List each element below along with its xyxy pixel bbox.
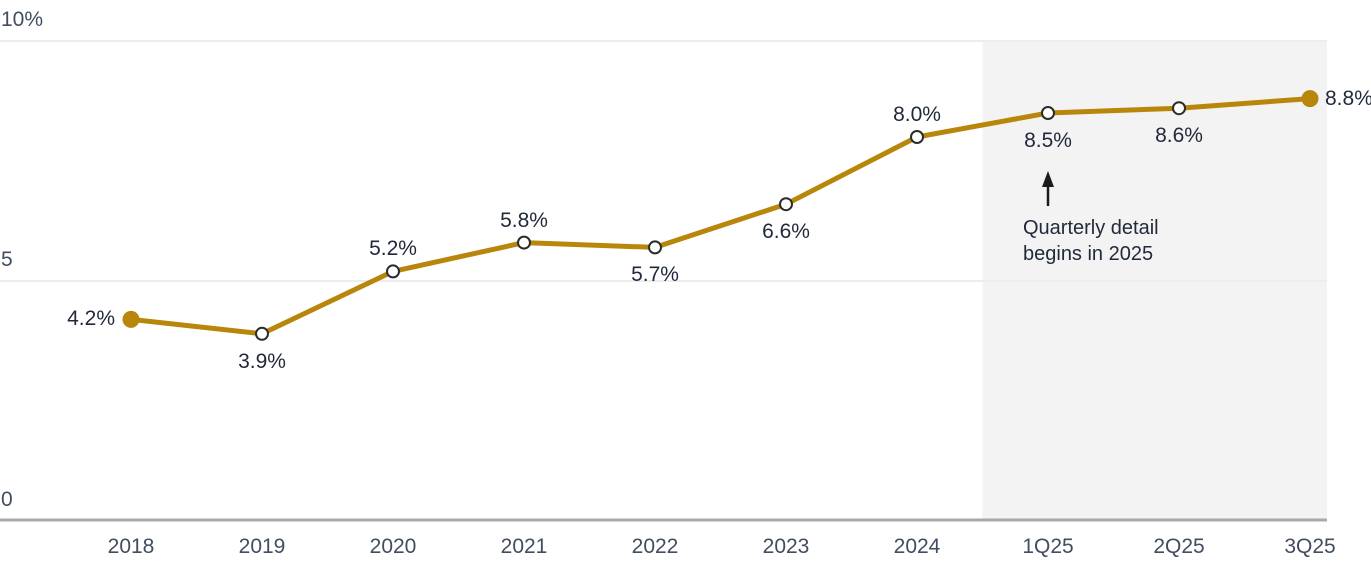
data-point-label: 5.2% xyxy=(369,237,417,261)
y-tick-label: 0 xyxy=(1,488,13,511)
data-point-marker-open xyxy=(910,130,924,144)
up-arrow-icon xyxy=(1042,171,1054,187)
x-tick-label: 3Q25 xyxy=(1284,535,1336,558)
data-point-marker-open xyxy=(1172,101,1186,116)
data-point-label: 4.2% xyxy=(67,307,115,331)
data-point-marker-open xyxy=(255,326,269,341)
data-point-label: 8.5% xyxy=(1024,129,1072,152)
data-point-marker-open xyxy=(386,264,400,279)
x-tick-label: 2019 xyxy=(238,535,286,558)
y-tick-label: 10% xyxy=(1,8,44,31)
data-point-marker-filled xyxy=(1301,90,1319,108)
data-point-marker-open xyxy=(1041,106,1055,120)
x-tick-label: 2022 xyxy=(631,535,679,558)
data-point-marker-open xyxy=(517,235,531,250)
data-point-label: 3.9% xyxy=(238,349,286,373)
trend-line xyxy=(128,96,1313,337)
x-tick-label: 2Q25 xyxy=(1153,535,1205,558)
x-tick-label: 2020 xyxy=(369,535,417,558)
annotation-text-line: Quarterly detail xyxy=(1023,217,1159,239)
x-tick-label: 1Q25 xyxy=(1022,535,1074,558)
data-point-marker-filled xyxy=(122,310,140,328)
data-point-label: 8.8% xyxy=(1325,86,1371,110)
data-point-label: 6.6% xyxy=(762,220,810,244)
data-point-marker-open xyxy=(779,197,793,212)
x-tick-label: 2021 xyxy=(500,535,548,558)
annotation-text-line: begins in 2025 xyxy=(1023,243,1154,265)
data-point-label: 8.6% xyxy=(1155,124,1203,148)
y-tick-label: 5 xyxy=(1,248,13,271)
x-tick-label: 2024 xyxy=(893,535,941,558)
x-tick-label: 2023 xyxy=(762,535,810,558)
data-point-label: 5.7% xyxy=(631,263,679,287)
data-point-label: 5.8% xyxy=(500,208,548,232)
data-point-marker-open xyxy=(648,240,662,255)
x-tick-label: 2018 xyxy=(107,535,155,558)
data-point-label: 8.0% xyxy=(893,103,941,126)
